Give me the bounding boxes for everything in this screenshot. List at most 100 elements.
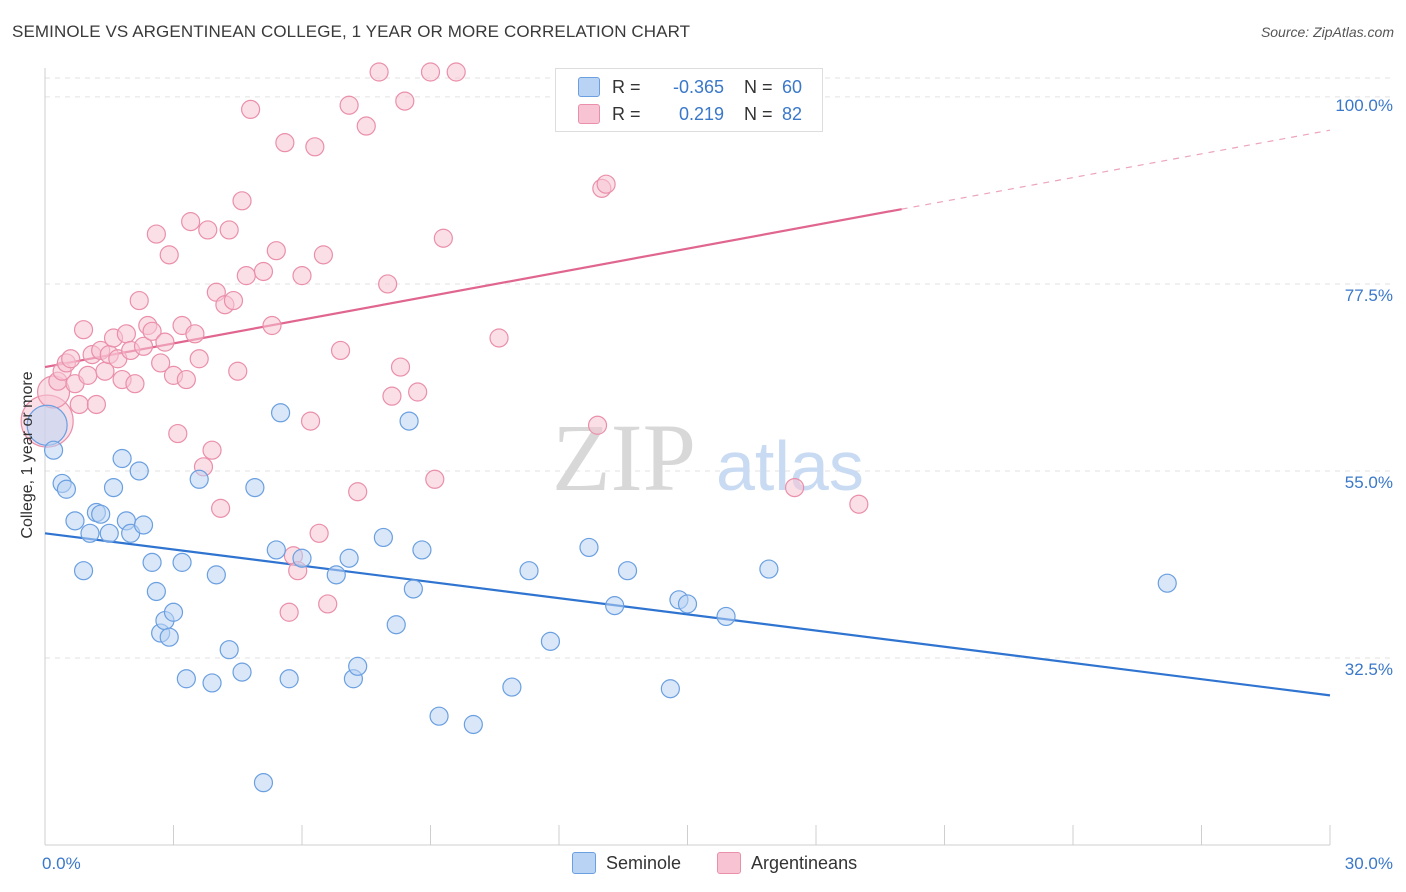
legend-r-label: R = bbox=[612, 76, 641, 97]
point-argentineans bbox=[313, 245, 334, 265]
point-argentineans bbox=[155, 332, 175, 352]
point-seminole bbox=[716, 606, 736, 627]
legend-n-value: 82 bbox=[782, 103, 803, 124]
point-argentineans bbox=[181, 212, 201, 232]
point-argentineans bbox=[292, 266, 312, 286]
point-seminole bbox=[146, 581, 166, 602]
point-argentineans bbox=[129, 290, 149, 311]
point-argentineans bbox=[69, 394, 89, 415]
y-tick-label: 32.5% bbox=[1345, 660, 1393, 679]
legend-r-value: -0.365 bbox=[672, 76, 724, 97]
bottom-legend-label-seminole: Seminole bbox=[606, 852, 682, 873]
point-argentineans bbox=[305, 137, 325, 157]
point-seminole bbox=[73, 561, 94, 581]
y-tick-labels: 32.5% 55.0% 77.5% 100.0% bbox=[1335, 96, 1393, 679]
grid-lines bbox=[45, 77, 1395, 659]
x-tick-labels: 0.0% 30.0% bbox=[42, 854, 1393, 873]
point-seminole bbox=[219, 640, 239, 660]
point-argentineans bbox=[198, 220, 218, 240]
point-seminole bbox=[403, 579, 423, 599]
bottom-legend: Seminole Argentineans bbox=[0, 852, 1406, 878]
point-argentineans bbox=[378, 274, 398, 294]
point-argentineans bbox=[420, 62, 441, 82]
point-argentineans bbox=[596, 174, 616, 194]
point-argentineans bbox=[395, 91, 415, 111]
point-seminole bbox=[1157, 573, 1177, 593]
point-seminole bbox=[206, 565, 226, 585]
point-argentineans bbox=[356, 116, 376, 136]
point-argentineans bbox=[146, 224, 166, 244]
y-tick-label: 100.0% bbox=[1335, 96, 1393, 115]
legend-row-seminole: R = -0.365 N = 60 bbox=[578, 75, 802, 99]
point-seminole bbox=[266, 540, 286, 560]
legend-r-value: 0.219 bbox=[678, 103, 724, 124]
point-argentineans bbox=[425, 469, 445, 489]
point-argentineans bbox=[446, 62, 466, 82]
point-seminole bbox=[519, 561, 539, 581]
point-seminole bbox=[91, 504, 111, 524]
legend-row-argentineans: R = 0.219 N = 82 bbox=[578, 102, 802, 126]
point-argentineans bbox=[348, 482, 368, 502]
point-argentineans bbox=[236, 266, 256, 286]
point-seminole bbox=[540, 631, 561, 651]
point-argentineans bbox=[241, 99, 261, 120]
point-seminole bbox=[677, 594, 698, 614]
point-argentineans bbox=[116, 324, 136, 344]
point-argentineans bbox=[318, 594, 338, 614]
point-seminole bbox=[429, 706, 449, 726]
point-seminole bbox=[163, 602, 184, 622]
point-argentineans bbox=[211, 498, 231, 518]
point-argentineans bbox=[185, 324, 205, 344]
point-seminole bbox=[80, 523, 100, 543]
legend-swatch-seminole bbox=[578, 77, 600, 97]
point-seminole bbox=[463, 714, 483, 735]
point-seminole bbox=[339, 548, 359, 568]
point-argentineans bbox=[262, 315, 282, 336]
point-argentineans bbox=[219, 220, 239, 240]
point-argentineans bbox=[300, 411, 321, 431]
point-seminole bbox=[412, 540, 432, 560]
point-argentineans bbox=[784, 477, 805, 498]
point-argentineans bbox=[253, 261, 274, 282]
point-argentineans bbox=[266, 241, 286, 261]
point-argentineans bbox=[73, 320, 94, 340]
point-seminole bbox=[172, 552, 192, 572]
point-argentineans bbox=[275, 133, 295, 153]
x-tick-marks bbox=[44, 825, 1331, 845]
trend-line-seminole bbox=[44, 532, 1331, 697]
point-seminole bbox=[202, 673, 222, 693]
point-argentineans bbox=[223, 290, 244, 311]
point-seminole bbox=[232, 662, 252, 682]
point-seminole bbox=[279, 669, 299, 689]
trend-lines bbox=[44, 129, 1331, 697]
point-argentineans bbox=[125, 374, 145, 394]
bottom-legend-argentineans: Argentineans bbox=[717, 852, 857, 874]
point-seminole bbox=[65, 511, 85, 531]
point-argentineans bbox=[330, 340, 351, 361]
point-argentineans bbox=[408, 382, 428, 402]
legend-swatch-argentineans bbox=[578, 104, 600, 124]
point-argentineans bbox=[168, 423, 188, 444]
point-seminole bbox=[142, 552, 162, 572]
trend-line-extension-argentineans bbox=[901, 129, 1331, 210]
point-seminole bbox=[759, 559, 779, 579]
legend-n-label: N = bbox=[744, 76, 773, 97]
point-argentineans bbox=[382, 386, 402, 406]
point-argentineans bbox=[142, 321, 162, 341]
point-argentineans bbox=[159, 245, 179, 265]
y-tick-label: 55.0% bbox=[1345, 473, 1393, 492]
y-axis-label: College, 1 year or more bbox=[19, 371, 36, 539]
point-seminole bbox=[348, 656, 368, 676]
point-seminole bbox=[617, 561, 638, 581]
point-seminole bbox=[502, 677, 522, 697]
point-seminole bbox=[373, 527, 393, 548]
bottom-legend-seminole: Seminole bbox=[572, 852, 681, 874]
point-seminole bbox=[292, 548, 312, 568]
point-argentineans bbox=[489, 328, 509, 348]
point-seminole bbox=[103, 477, 124, 498]
y-tick-label: 77.5% bbox=[1345, 286, 1393, 305]
point-seminole bbox=[129, 461, 149, 481]
watermark-zip: ZIP bbox=[552, 404, 696, 511]
point-argentineans bbox=[176, 369, 196, 390]
